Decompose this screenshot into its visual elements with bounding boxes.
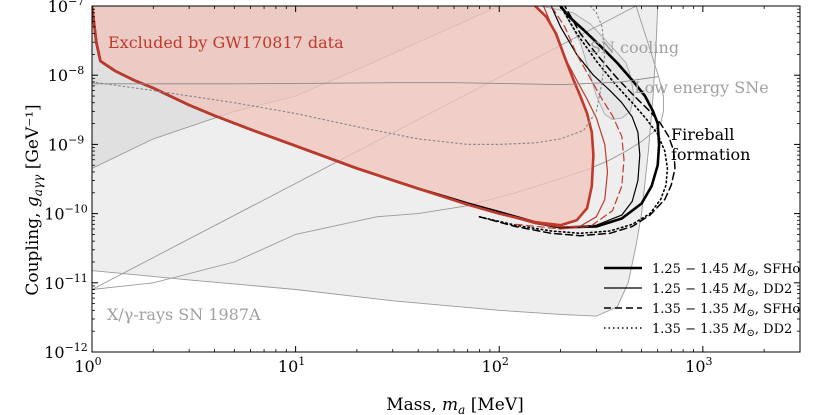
tick-label: 102 — [482, 355, 509, 376]
series-line-gray-thin — [92, 76, 659, 86]
excluded-label: Excluded by GW170817 data — [108, 33, 344, 52]
fireball-label-line1: Fireball — [671, 125, 734, 144]
excluded-region — [92, 6, 594, 226]
tick-label: 100 — [74, 355, 101, 376]
axis-label-layer: Mass, ma [MeV] Coupling, gaγγ [GeV⁻¹] — [23, 104, 524, 415]
legend-entry: 1.25 − 1.45 M⊙, SFHo — [652, 262, 800, 279]
tick-label: 10−7 — [48, 0, 85, 16]
xray-sn1987a-label: X/γ-rays SN 1987A — [107, 305, 261, 324]
tick-layer: 100 101 102 103 10−12 10−11 10−10 10−9 10−8 10−7 — [44, 0, 801, 376]
legend-entry: 1.35 − 1.35 M⊙, SFHo — [652, 302, 800, 319]
annotation-layer: Excluded by GW170817 data SN cooling Low… — [107, 33, 769, 324]
legend: 1.25 − 1.45 M⊙, SFHo 1.25 − 1.45 M⊙, DD2 1… — [604, 262, 800, 339]
x-axis-label: Mass, ma [MeV] — [386, 395, 524, 415]
tick-label: 10−12 — [44, 341, 88, 362]
series-line-red-dashed — [514, 6, 625, 230]
series-line-red-thin — [92, 6, 609, 228]
tick-label: 10−8 — [48, 64, 85, 85]
low-energy-sne-label: Low energy SNe — [634, 78, 769, 97]
legend-entry: 1.25 − 1.45 M⊙, DD2 — [652, 282, 792, 299]
y-axis-label: Coupling, gaγγ [GeV⁻¹] — [23, 104, 45, 295]
tick-label: 10−10 — [44, 203, 88, 224]
tick-label: 103 — [685, 355, 712, 376]
tick-label: 101 — [278, 355, 305, 376]
tick-label: 10−11 — [44, 272, 88, 293]
sn-cooling-label: SN cooling — [590, 38, 679, 57]
series-layer — [92, 6, 676, 237]
series-line-dashed — [478, 6, 676, 237]
series-line-dotted — [478, 6, 669, 235]
tick-label: 10−9 — [48, 133, 85, 154]
region-layer — [92, 6, 664, 317]
fireball-label-line2: formation — [671, 145, 750, 164]
series-line-gray-dotted — [92, 6, 606, 145]
legend-entry: 1.35 − 1.35 M⊙, DD2 — [652, 322, 792, 339]
plot-frame — [91, 5, 801, 353]
